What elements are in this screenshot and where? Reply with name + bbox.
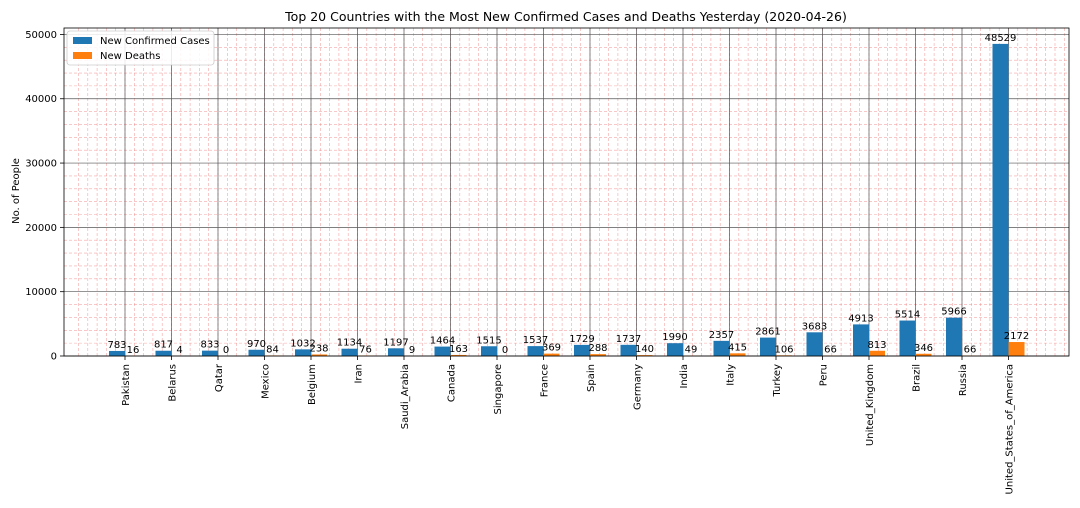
value-label-deaths: 0: [223, 345, 229, 356]
x-tick-label: Russia: [958, 364, 969, 396]
legend: New Confirmed Cases New Deaths: [67, 31, 214, 65]
value-label-deaths: 288: [588, 343, 607, 354]
value-label-deaths: 140: [635, 344, 654, 355]
x-tick-label: Qatar: [214, 363, 225, 392]
value-label-deaths: 415: [728, 342, 747, 353]
value-label-deaths: 84: [266, 344, 279, 355]
value-label-deaths: 76: [359, 345, 372, 356]
x-tick-label: Mexico: [261, 364, 272, 399]
value-label-confirmed: 4913: [848, 313, 873, 324]
bar-deaths-united_states_of_america: [1009, 342, 1025, 356]
bar-confirmed-singapore: [481, 346, 497, 356]
x-tick-label: Pakistan: [121, 364, 132, 406]
value-label-deaths: 106: [774, 344, 793, 355]
bar-deaths-italy: [730, 353, 746, 356]
axes: Pakistan Belarus Qatar Mexico Belgium Iran Sau…: [25, 28, 1069, 494]
value-label-deaths: 9: [409, 345, 415, 356]
value-label-deaths: 2172: [1004, 331, 1029, 342]
y-tick-label: 30000: [25, 159, 57, 170]
plot-frame: [64, 28, 1069, 356]
bar-deaths-united_kingdom: [869, 351, 885, 356]
value-label-confirmed: 1990: [662, 332, 687, 343]
bar-confirmed-russia: [946, 318, 962, 356]
x-tick-label: Spain: [586, 364, 597, 392]
x-tick-label: United_States_of_America: [1005, 364, 1016, 494]
bar-confirmed-qatar: [202, 351, 218, 356]
value-label-deaths: 66: [964, 345, 977, 356]
value-label-deaths: 813: [867, 340, 886, 351]
bar-confirmed-saudi_arabia: [388, 348, 404, 356]
value-label-deaths: 0: [502, 345, 508, 356]
y-tick-label: 50000: [25, 30, 57, 41]
x-tick-label: Brazil: [912, 364, 923, 392]
y-tick-label: 20000: [25, 223, 57, 234]
x-tick-label: Saudi_Arabia: [400, 364, 411, 429]
value-label-deaths: 4: [176, 345, 182, 356]
x-tick-label: Iran: [354, 364, 365, 384]
legend-swatch: [73, 37, 92, 44]
value-label-deaths: 369: [542, 343, 561, 354]
value-label-deaths: 66: [824, 345, 837, 356]
legend-label: New Deaths: [100, 51, 160, 62]
bars: [109, 44, 1025, 356]
value-label-confirmed: 1515: [476, 335, 501, 346]
bar-confirmed-india: [667, 343, 683, 356]
bar-confirmed-belarus: [156, 351, 172, 356]
bar-confirmed-pakistan: [109, 351, 125, 356]
value-label-deaths: 49: [685, 345, 698, 356]
legend-swatch: [73, 52, 92, 59]
value-label-confirmed: 48529: [985, 33, 1017, 44]
x-tick-label: Italy: [726, 364, 737, 386]
value-label-confirmed: 1197: [383, 337, 408, 348]
value-label-confirmed: 2861: [755, 327, 780, 338]
bar-confirmed-mexico: [249, 350, 265, 356]
value-label-confirmed: 817: [154, 340, 173, 351]
y-tick-label: 10000: [25, 287, 57, 298]
value-label-confirmed: 2357: [709, 330, 734, 341]
bar-confirmed-iran: [342, 349, 358, 356]
x-tick-label: Belarus: [168, 364, 179, 402]
legend-label: New Confirmed Cases: [100, 36, 210, 47]
bar-confirmed-united_states_of_america: [993, 44, 1009, 356]
x-tick-label: India: [679, 364, 690, 389]
y-tick-label: 40000: [25, 94, 57, 105]
x-tick-label: Peru: [819, 364, 830, 386]
y-axis-label: No. of People: [11, 158, 22, 224]
value-label-confirmed: 783: [107, 340, 126, 351]
value-label-confirmed: 5514: [895, 310, 920, 321]
x-tick-label: Turkey: [772, 364, 783, 398]
x-tick-label: France: [540, 364, 551, 397]
chart-title: Top 20 Countries with the Most New Confi…: [284, 9, 847, 24]
value-label-deaths: 163: [449, 344, 468, 355]
value-label-confirmed: 3683: [802, 321, 827, 332]
y-tick-label: 0: [51, 352, 57, 363]
bar-confirmed-peru: [807, 332, 823, 356]
x-tick-label: Germany: [633, 364, 644, 410]
value-label-confirmed: 833: [200, 340, 219, 351]
x-tick-label: United_Kingdom: [865, 364, 876, 446]
value-label-confirmed: 5966: [941, 307, 966, 318]
x-tick-label: Belgium: [307, 364, 318, 405]
grid: [64, 28, 1069, 356]
value-label-confirmed: 970: [247, 339, 266, 350]
value-label-deaths: 346: [914, 343, 933, 354]
x-tick-label: Singapore: [493, 364, 504, 414]
value-label-deaths: 16: [127, 345, 140, 356]
value-label-deaths: 238: [309, 343, 328, 354]
x-tick-label: Canada: [447, 364, 458, 402]
